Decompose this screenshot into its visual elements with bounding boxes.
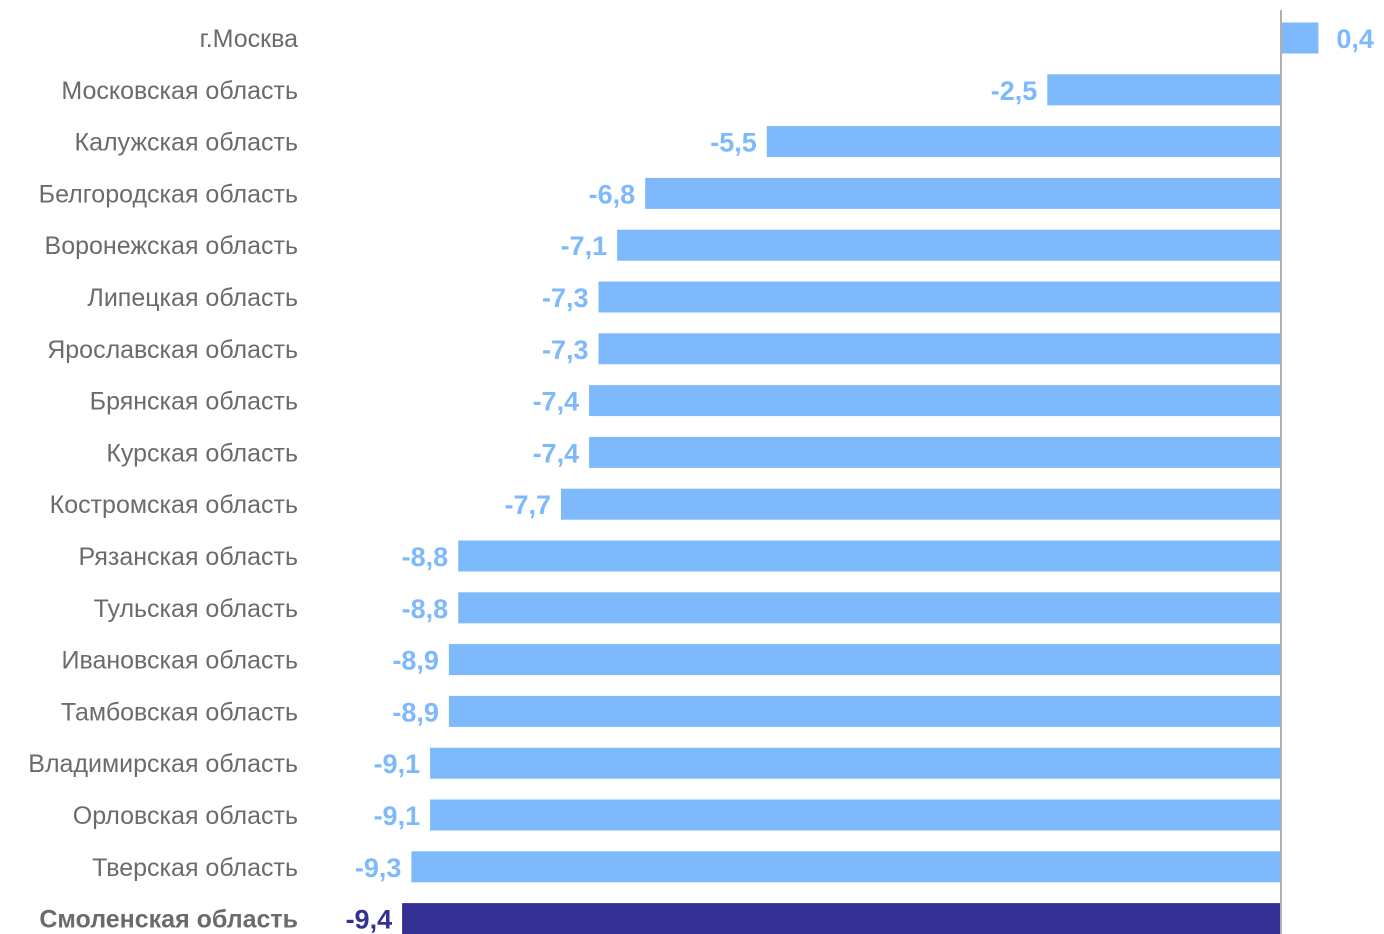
category-label-7: Брянская область xyxy=(90,388,298,416)
bar-10 xyxy=(458,540,1281,572)
bar-12 xyxy=(448,644,1281,676)
value-label-17: -9,4 xyxy=(346,905,393,934)
bar-4 xyxy=(617,229,1281,261)
value-label-9: -7,7 xyxy=(504,490,551,520)
bar-9 xyxy=(561,488,1281,520)
bar-8 xyxy=(589,436,1281,468)
bar-11 xyxy=(458,592,1281,624)
value-label-11: -8,8 xyxy=(402,594,449,624)
bar-16 xyxy=(411,851,1281,883)
bar-3 xyxy=(645,177,1281,209)
value-label-14: -9,1 xyxy=(374,749,421,779)
bar-7 xyxy=(589,385,1281,417)
bar-14 xyxy=(430,747,1282,779)
value-label-16: -9,3 xyxy=(355,853,402,883)
value-label-1: -2,5 xyxy=(991,76,1038,106)
value-label-15: -9,1 xyxy=(374,801,421,831)
bar-5 xyxy=(598,281,1281,313)
category-label-11: Тульская область xyxy=(94,595,298,623)
value-label-6: -7,3 xyxy=(542,335,589,365)
category-label-6: Ярославская область xyxy=(47,336,298,364)
bar-0 xyxy=(1281,22,1319,54)
category-label-10: Рязанская область xyxy=(79,543,299,571)
value-label-8: -7,4 xyxy=(533,438,580,468)
category-label-13: Тамбовская область xyxy=(61,698,298,726)
category-label-15: Орловская область xyxy=(73,802,298,830)
category-label-4: Воронежская область xyxy=(45,232,298,260)
bar-1 xyxy=(1047,74,1282,106)
value-label-7: -7,4 xyxy=(533,387,580,417)
bar-2 xyxy=(766,126,1282,158)
bar-15 xyxy=(430,799,1282,831)
category-label-5: Липецкая область xyxy=(87,284,298,312)
category-label-3: Белгородская область xyxy=(39,180,298,208)
value-label-13: -8,9 xyxy=(392,697,439,727)
category-label-12: Ивановская область xyxy=(61,647,298,675)
bar-6 xyxy=(598,333,1281,365)
category-label-16: Тверская область xyxy=(92,854,298,882)
value-label-4: -7,1 xyxy=(561,231,608,261)
bar-17 xyxy=(402,903,1282,934)
value-label-12: -8,9 xyxy=(392,646,439,676)
value-label-10: -8,8 xyxy=(402,542,449,572)
value-label-3: -6,8 xyxy=(589,179,636,209)
category-label-0: г.Москва xyxy=(200,25,298,53)
value-label-5: -7,3 xyxy=(542,283,589,313)
category-label-8: Курская область xyxy=(106,439,298,467)
value-label-2: -5,5 xyxy=(710,128,757,158)
category-label-9: Костромская область xyxy=(50,491,298,519)
category-label-1: Московская область xyxy=(61,77,298,105)
value-label-0: 0,4 xyxy=(1336,24,1374,54)
bar-13 xyxy=(448,695,1281,727)
category-label-14: Владимирская область xyxy=(28,750,298,778)
category-label-2: Калужская область xyxy=(75,129,299,157)
category-label-17: Смоленская область xyxy=(39,906,298,934)
